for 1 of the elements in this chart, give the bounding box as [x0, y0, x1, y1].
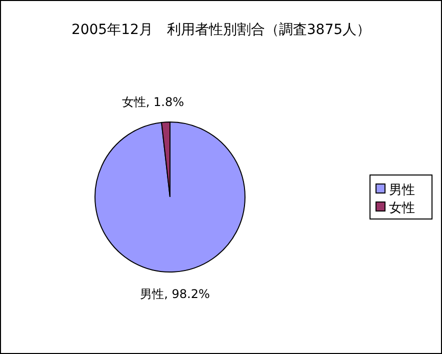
title: 2005年12月 利用者性別割合（調査3875人）	[71, 22, 371, 38]
